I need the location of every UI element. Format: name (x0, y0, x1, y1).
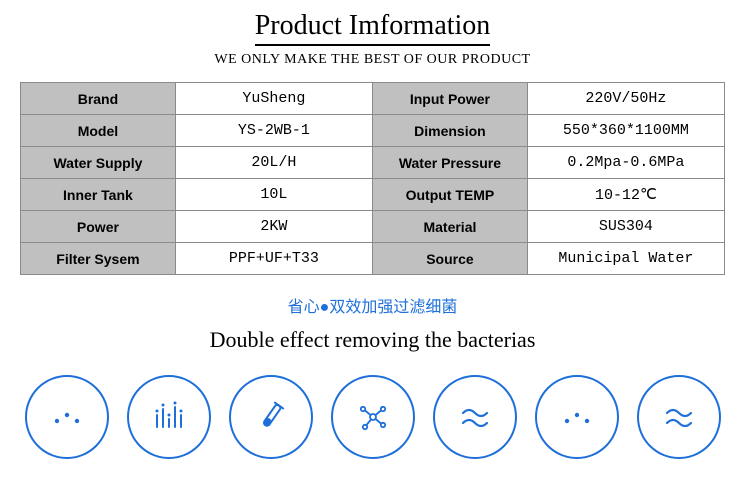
spec-value: 20L/H (175, 147, 372, 179)
table-row: Water Supply20L/HWater Pressure0.2Mpa-0.… (21, 147, 725, 179)
spec-label: Input Power (372, 83, 527, 115)
spec-value: 10L (175, 179, 372, 211)
table-row: BrandYuShengInput Power220V/50Hz (21, 83, 725, 115)
table-row: Inner Tank10LOutput TEMP10-12℃ (21, 179, 725, 211)
spec-value: 2KW (175, 211, 372, 243)
spec-label: Power (21, 211, 176, 243)
page-title: Product Imformation (255, 10, 491, 46)
table-row: Filter SysemPPF+UF+T33SourceMunicipal Wa… (21, 243, 725, 275)
spec-label: Source (372, 243, 527, 275)
spec-value: 10-12℃ (527, 179, 724, 211)
filter-heading-en: Double effect removing the bacterias (20, 327, 725, 353)
spec-value: YuSheng (175, 83, 372, 115)
spec-label: Output TEMP (372, 179, 527, 211)
dots-icon (25, 375, 109, 459)
spec-label: Model (21, 115, 176, 147)
spec-label: Brand (21, 83, 176, 115)
bars-icon (127, 375, 211, 459)
spec-label: Dimension (372, 115, 527, 147)
spec-label: Filter Sysem (21, 243, 176, 275)
spec-label: Water Supply (21, 147, 176, 179)
filter-heading-cn: 省心●双效加强过滤细菌 (20, 293, 725, 317)
spec-table: BrandYuShengInput Power220V/50HzModelYS-… (20, 82, 725, 275)
spec-value: 550*360*1100MM (527, 115, 724, 147)
spec-value: YS-2WB-1 (175, 115, 372, 147)
wave-icon (637, 375, 721, 459)
spec-value: Municipal Water (527, 243, 724, 275)
page-subtitle: WE ONLY MAKE THE BEST OF OUR PRODUCT (20, 52, 725, 68)
spec-value: 220V/50Hz (527, 83, 724, 115)
spec-value: SUS304 (527, 211, 724, 243)
feature-icon-row (20, 375, 725, 459)
dots-icon (535, 375, 619, 459)
spec-value: 0.2Mpa-0.6MPa (527, 147, 724, 179)
table-row: Power2KWMaterialSUS304 (21, 211, 725, 243)
spec-value: PPF+UF+T33 (175, 243, 372, 275)
spec-label: Water Pressure (372, 147, 527, 179)
molecule-icon (331, 375, 415, 459)
tube-icon (229, 375, 313, 459)
spec-label: Material (372, 211, 527, 243)
wave-icon (433, 375, 517, 459)
spec-label: Inner Tank (21, 179, 176, 211)
table-row: ModelYS-2WB-1Dimension550*360*1100MM (21, 115, 725, 147)
